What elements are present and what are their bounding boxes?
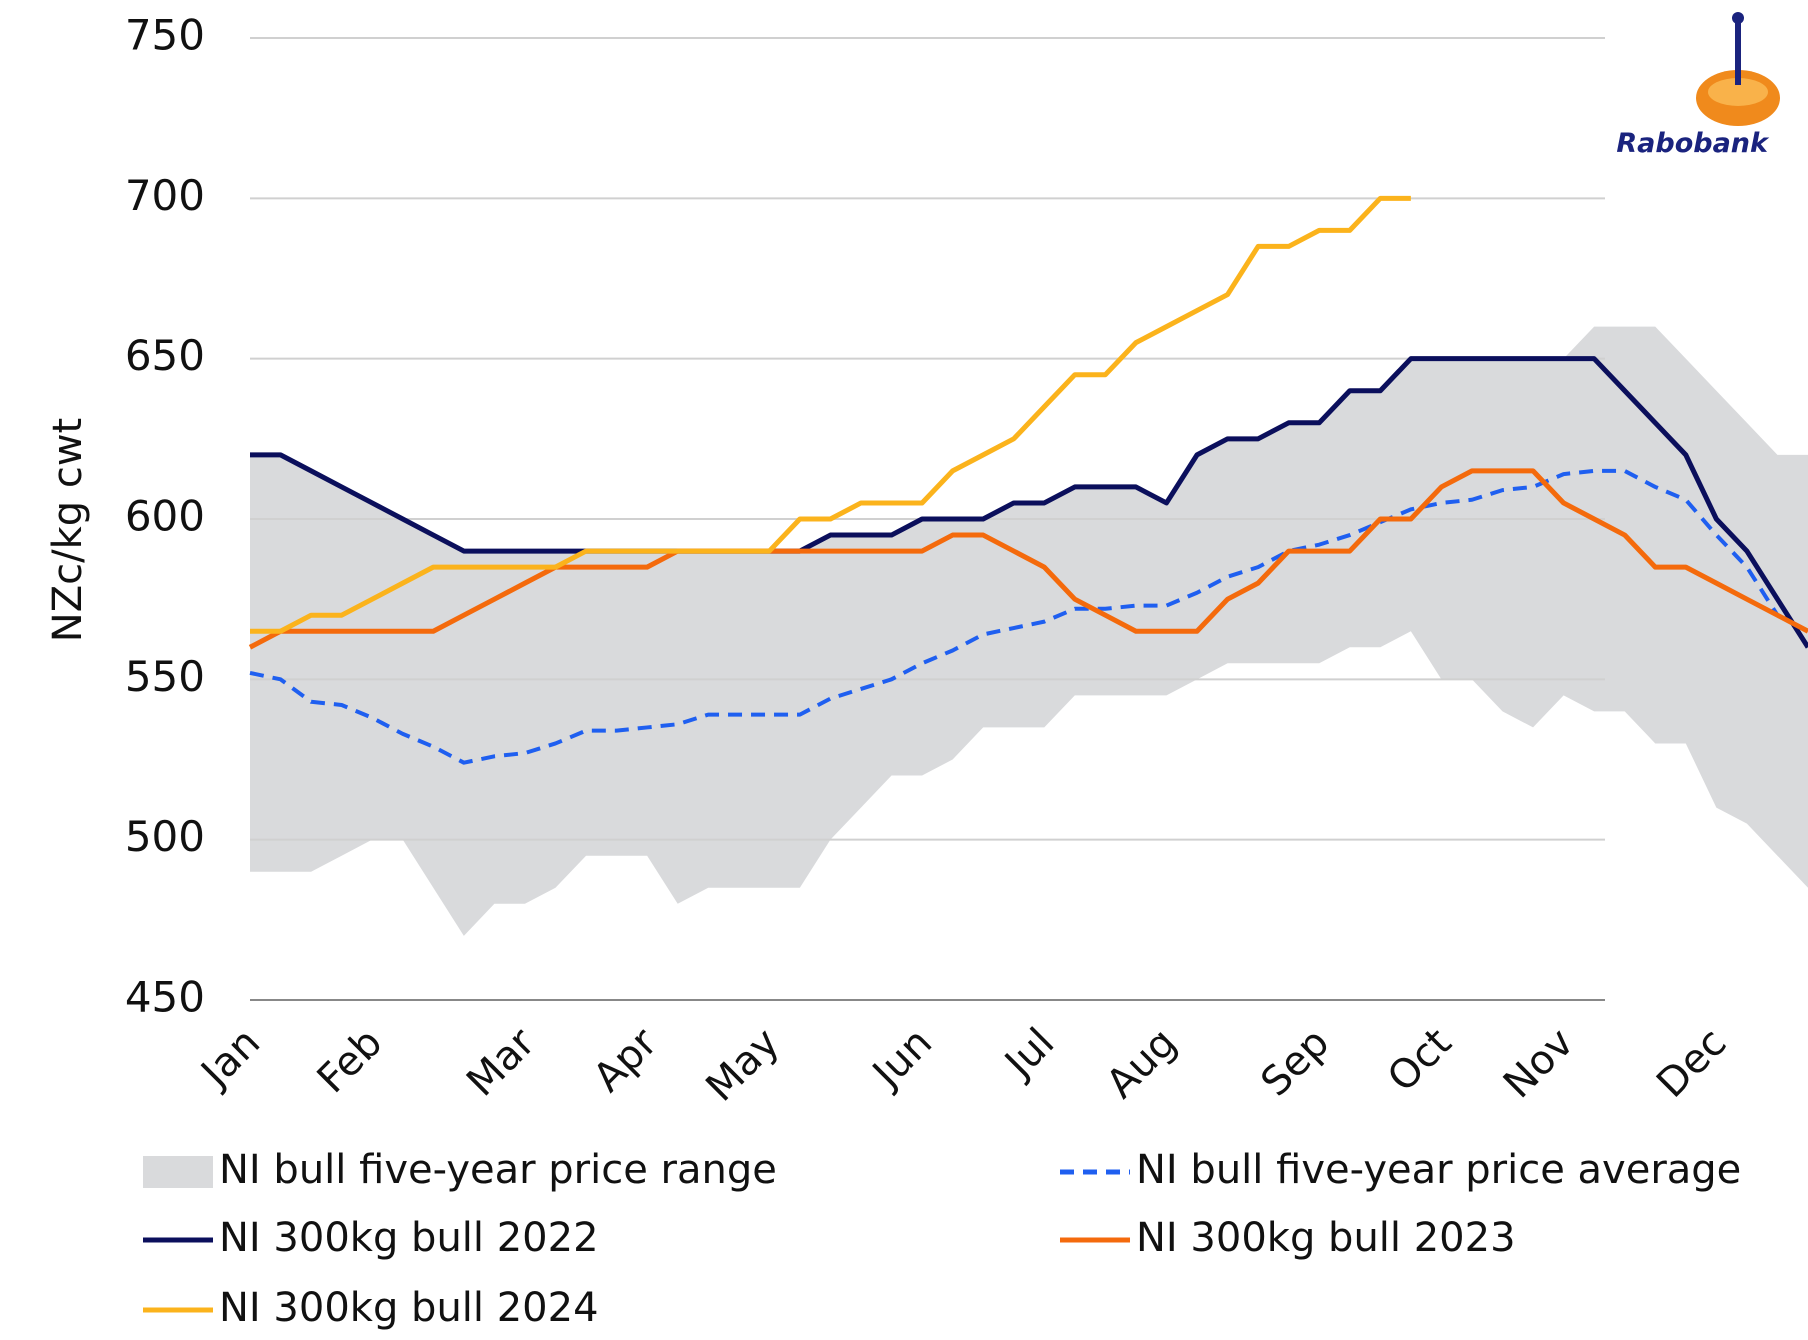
range-band — [250, 326, 1808, 936]
legend-label: NI bull five-year price range — [219, 1147, 777, 1193]
y-axis-title: NZc/kg cwt — [45, 418, 91, 642]
logo-globe-highlight — [1708, 78, 1768, 106]
x-tick-label: Oct — [1379, 1020, 1460, 1101]
x-tick-label: Dec — [1648, 1020, 1735, 1107]
x-tick-label: Nov — [1495, 1020, 1583, 1108]
y-tick-label: 500 — [125, 812, 205, 861]
y-tick-label: 600 — [125, 492, 205, 541]
x-tick-label: Jun — [862, 1020, 941, 1099]
legend-swatch — [143, 1156, 213, 1188]
series-line — [250, 356, 1808, 649]
logo-head — [1732, 12, 1744, 24]
x-tick-label: Feb — [309, 1020, 392, 1103]
legend-label: NI 300kg bull 2022 — [219, 1215, 599, 1261]
x-tick-label: Jan — [191, 1020, 269, 1098]
x-tick-label: Jul — [995, 1020, 1064, 1089]
legend-label: NI 300kg bull 2024 — [219, 1285, 599, 1331]
y-tick-label: 450 — [125, 973, 205, 1022]
x-tick-label: May — [697, 1020, 788, 1111]
logo: Rabobank — [1616, 12, 1780, 159]
y-tick-label: 650 — [125, 331, 205, 380]
y-tick-label: 550 — [125, 652, 205, 701]
series-line — [249, 468, 1808, 765]
y-tick-label: 700 — [125, 171, 205, 220]
x-tick-label: Mar — [458, 1019, 544, 1105]
x-tick-label: Sep — [1252, 1020, 1338, 1106]
series-line — [250, 195, 1411, 634]
legend-label: NI 300kg bull 2023 — [1136, 1215, 1516, 1261]
x-tick-label: Aug — [1098, 1020, 1186, 1108]
legend-label: NI bull five-year price average — [1136, 1147, 1741, 1193]
logo-text: Rabobank — [1616, 128, 1770, 159]
x-tick-label: Apr — [585, 1019, 667, 1101]
series-line — [248, 468, 1808, 650]
y-tick-label: 750 — [125, 11, 205, 60]
